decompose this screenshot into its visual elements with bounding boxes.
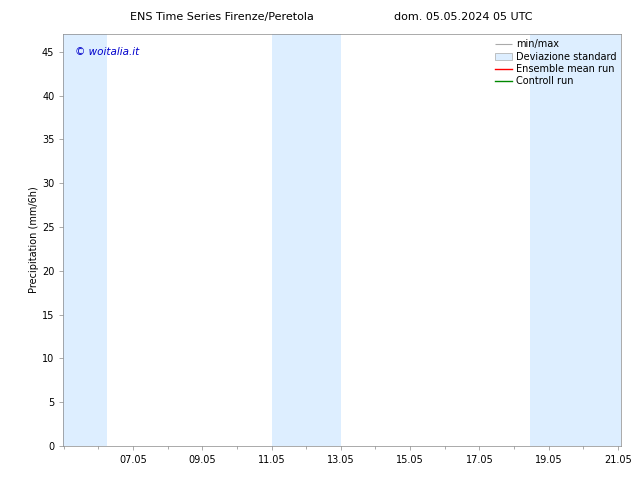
Bar (529, 34, 621, 446)
Text: ENS Time Series Firenze/Peretola: ENS Time Series Firenze/Peretola (130, 12, 314, 22)
Y-axis label: Precipitation (mm/6h): Precipitation (mm/6h) (29, 187, 39, 294)
Text: © woitalia.it: © woitalia.it (75, 47, 139, 57)
Bar (63, 34, 107, 446)
Bar (271, 34, 341, 446)
Text: dom. 05.05.2024 05 UTC: dom. 05.05.2024 05 UTC (394, 12, 532, 22)
Legend: min/max, Deviazione standard, Ensemble mean run, Controll run: min/max, Deviazione standard, Ensemble m… (493, 37, 618, 88)
